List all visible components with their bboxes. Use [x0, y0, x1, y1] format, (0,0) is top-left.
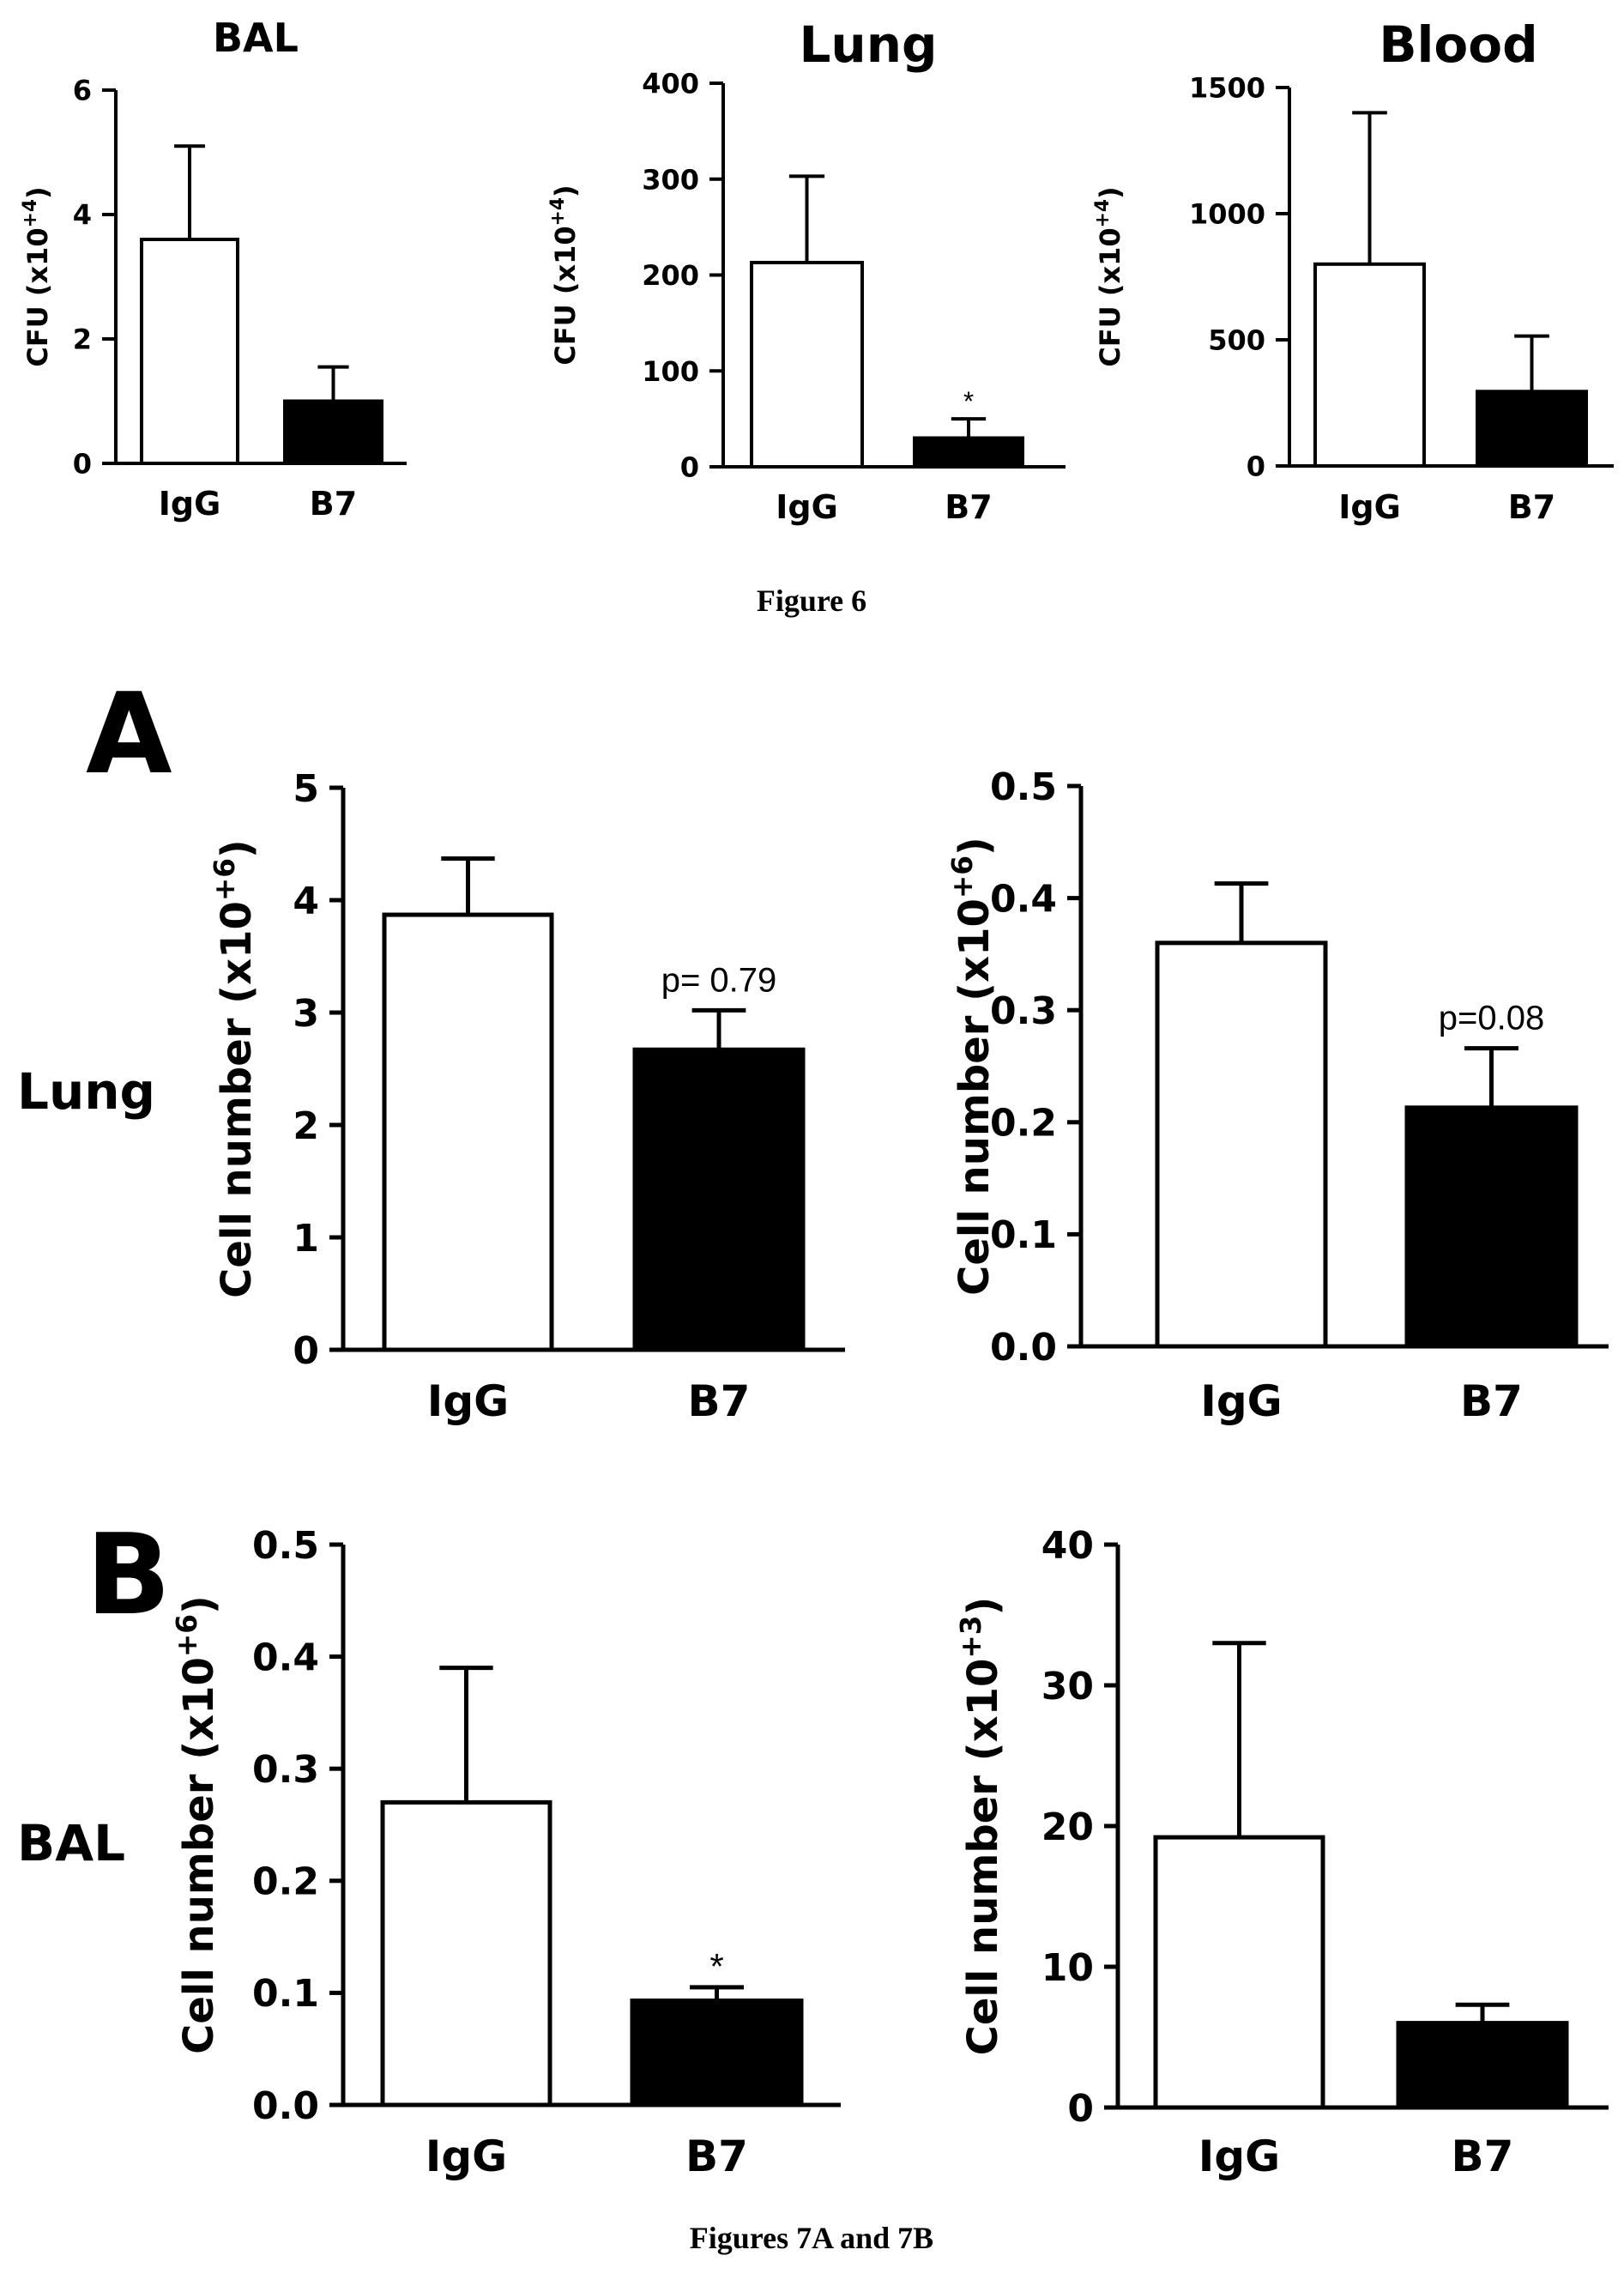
chart-f7b-right: 0 10 20 30 40 Cell number (x10+3) IgG B7 — [955, 1524, 1609, 2181]
y-tick-label: 0.5 — [252, 1524, 319, 1568]
x-category-label: IgG — [776, 488, 838, 526]
significance-marker: * — [709, 1946, 723, 1987]
y-tick-label: 300 — [642, 163, 699, 196]
x-category-label: B7 — [688, 1376, 751, 1426]
y-tick-label: 400 — [642, 68, 699, 100]
y-tick-label: 4 — [293, 880, 319, 923]
y-axis-label: Cell number (x10+6) — [208, 839, 261, 1298]
y-tick-label: 3 — [293, 992, 319, 1036]
y-tick-label: 0 — [1247, 451, 1265, 483]
x-category-label: B7 — [945, 488, 992, 526]
bar-igg — [380, 1799, 552, 2108]
chart-title: BAL — [213, 15, 299, 61]
bar-igg — [1313, 262, 1426, 468]
chart-f6-lung: Lung 0 100 200 300 400 CFU (x10+4) IgG * B7 — [547, 15, 1066, 526]
bar-igg — [140, 238, 239, 465]
figure7-caption: Figures 7A and 7B — [690, 2221, 933, 2255]
y-tick-label: 0.4 — [990, 877, 1057, 921]
significance-marker: * — [963, 385, 974, 416]
y-tick-label: 1 — [293, 1217, 319, 1261]
y-tick-label: 6 — [73, 75, 92, 107]
y-tick-label: 0.3 — [990, 989, 1057, 1033]
bar-b7 — [913, 436, 1024, 469]
chart-f6-bal: BAL 0 2 4 6 CFU (x10+4) IgG B7 — [20, 15, 407, 523]
y-tick-label: 2 — [73, 324, 92, 356]
row-label-lung: Lung — [17, 1062, 155, 1121]
bar-igg — [1155, 940, 1328, 1349]
x-category-label: IgG — [159, 485, 221, 523]
y-tick-label: 10 — [1041, 1946, 1094, 1990]
y-tick-label: 500 — [1208, 324, 1265, 357]
x-category-label: B7 — [310, 485, 357, 523]
bar-igg — [750, 260, 864, 469]
y-tick-label: 30 — [1041, 1665, 1094, 1708]
y-tick-label: 0.3 — [252, 1748, 319, 1792]
y-tick-label: 0 — [680, 451, 699, 484]
y-axis-label: CFU (x10+4) — [20, 186, 54, 366]
y-axis-label: Cell number (x10+6) — [946, 837, 999, 1296]
y-tick-label: 40 — [1041, 1524, 1094, 1568]
y-tick-label: 4 — [73, 199, 92, 232]
row-label-bal: BAL — [17, 1814, 125, 1872]
figure6-caption: Figure 6 — [757, 584, 866, 618]
x-category-label: IgG — [426, 2132, 507, 2181]
y-tick-label: 2 — [293, 1104, 319, 1148]
y-axis-label: Cell number (x10+3) — [955, 1597, 1007, 2056]
y-tick-label: 20 — [1041, 1805, 1094, 1849]
bar-b7 — [1404, 1105, 1579, 1349]
x-category-label: IgG — [427, 1376, 509, 1426]
bar-b7 — [283, 399, 383, 465]
y-tick-label: 100 — [642, 355, 699, 388]
y-axis-label: CFU (x10+4) — [547, 184, 582, 365]
x-category-label: B7 — [685, 2132, 748, 2181]
bar-igg — [382, 912, 554, 1352]
bar-igg — [1153, 1835, 1325, 2110]
y-tick-label: 0.2 — [990, 1102, 1057, 1146]
bar-b7 — [1476, 390, 1588, 468]
chart-title: Blood — [1379, 15, 1537, 74]
chart-f7b-left: 0.0 0.1 0.2 0.3 0.4 0.5 Cell number (x10+6) IgG… — [171, 1524, 841, 2181]
p-value-label: p=0.08 — [1439, 1000, 1544, 1037]
y-tick-label: 0.0 — [252, 2084, 319, 2128]
y-tick-label: 0 — [293, 1329, 319, 1373]
y-tick-label: 0.4 — [252, 1636, 319, 1679]
bar-b7 — [632, 1047, 806, 1352]
y-tick-label: 200 — [642, 259, 699, 292]
y-tick-label: 0.1 — [252, 1972, 319, 2016]
chart-f7a-right: 0.0 0.1 0.2 0.3 0.4 0.5 Cell number (x10+6) IgG… — [946, 765, 1609, 1426]
y-tick-label: 0 — [73, 448, 92, 481]
y-tick-label: 1500 — [1189, 72, 1265, 105]
x-category-label: IgG — [1198, 2132, 1280, 2181]
y-tick-label: 1000 — [1189, 198, 1265, 231]
panel-b-letter: B — [86, 1509, 171, 1640]
p-value-label: p= 0.79 — [661, 961, 777, 999]
x-category-label: B7 — [1452, 2132, 1514, 2181]
bar-b7 — [630, 1999, 804, 2108]
x-category-label: IgG — [1200, 1376, 1282, 1426]
y-axis-label: CFU (x10+4) — [1092, 186, 1126, 366]
y-tick-label: 0.0 — [990, 1326, 1057, 1370]
y-axis-label: Cell number (x10+6) — [171, 1595, 223, 2054]
x-category-label: IgG — [1338, 488, 1401, 526]
chart-title: Lung — [799, 15, 937, 74]
y-tick-label: 0.5 — [990, 765, 1057, 809]
y-tick-label: 0.2 — [252, 1860, 319, 1904]
y-tick-label: 0.1 — [990, 1213, 1057, 1257]
panel-a-letter: A — [86, 668, 172, 799]
x-category-label: B7 — [1508, 488, 1555, 526]
chart-f6-blood: Blood 0 500 1000 1500 CFU (x10+4) IgG B7 — [1092, 15, 1614, 526]
chart-f7a-left: 0 1 2 3 4 5 Cell number (x10+6) IgG p= 0.79 B7 — [208, 767, 845, 1426]
y-tick-label: 5 — [293, 767, 319, 811]
x-category-label: B7 — [1460, 1376, 1523, 1426]
y-tick-label: 0 — [1067, 2087, 1094, 2131]
bar-b7 — [1396, 2021, 1569, 2110]
